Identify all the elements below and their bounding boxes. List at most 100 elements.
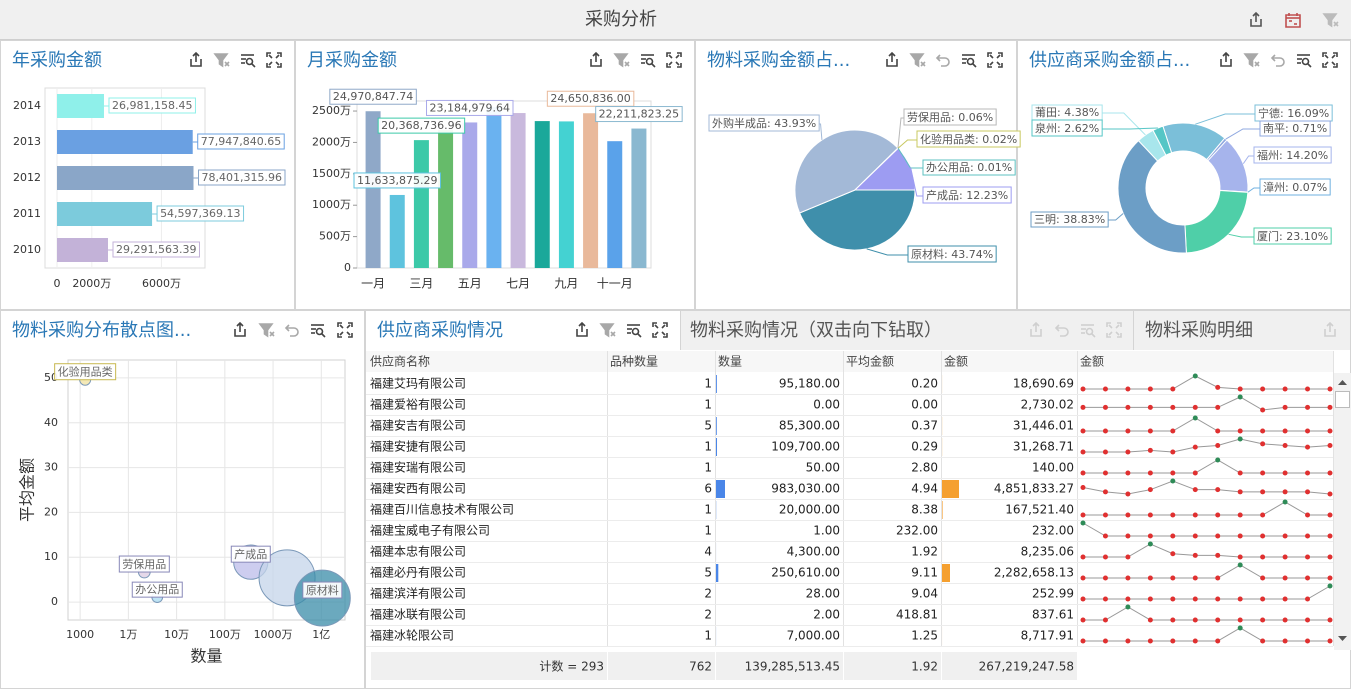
value-label: 24,650,836.00 <box>550 92 630 105</box>
tab[interactable]: 供应商采购情况 <box>377 320 503 341</box>
icon-full[interactable] <box>1106 322 1122 338</box>
icon-filter[interactable] <box>1243 53 1260 68</box>
icon-cal[interactable] <box>1285 13 1301 28</box>
icon-stroke <box>1243 53 1259 68</box>
cell: 232.00 <box>1032 524 1074 538</box>
icon-stroke <box>663 322 668 327</box>
sparkline-point <box>1125 512 1131 518</box>
sparkline <box>1083 375 1330 390</box>
icon-full[interactable] <box>987 52 1003 68</box>
x-tick-label: 1000万 <box>254 628 293 641</box>
icon-export[interactable] <box>234 321 246 337</box>
footer-cell <box>942 652 1077 680</box>
icon-filter[interactable] <box>1322 13 1339 28</box>
icon-filter[interactable] <box>213 53 230 68</box>
icon-export[interactable] <box>190 51 202 67</box>
icon-export[interactable] <box>1324 321 1336 337</box>
icon-full[interactable] <box>652 322 668 338</box>
icon-full[interactable] <box>337 322 353 338</box>
icon-stroke <box>236 321 244 327</box>
icon-filter[interactable] <box>258 323 275 338</box>
tab[interactable]: 物料采购情况（双击向下钻取） <box>690 320 942 341</box>
icon-undo[interactable] <box>935 54 950 67</box>
icon-search[interactable] <box>1297 54 1312 68</box>
sparkline-point <box>1305 575 1311 581</box>
icon-stroke <box>1117 333 1122 338</box>
icon-stroke <box>286 327 299 337</box>
sparkline-point <box>1080 404 1086 410</box>
value-label: 莆田: 4.38% <box>1035 106 1099 119</box>
cell: 31,268.71 <box>1013 440 1074 454</box>
panel-title: 供应商采购金额占... <box>1029 50 1190 71</box>
icon-filter[interactable] <box>613 53 630 68</box>
value-label: 23,184,979.64 <box>430 101 510 114</box>
sparkline-point <box>1147 470 1153 476</box>
icon-stroke <box>1030 329 1042 337</box>
icon-search[interactable] <box>641 54 656 68</box>
icon-full[interactable] <box>266 52 282 68</box>
icon-export[interactable] <box>1250 11 1262 27</box>
sparkline-point <box>1260 407 1266 413</box>
bar <box>631 128 647 268</box>
icon-stroke <box>337 333 342 338</box>
sparkline-point <box>1080 554 1086 560</box>
icon-stroke <box>1333 21 1339 27</box>
icon-stroke <box>1324 329 1336 337</box>
sparkline-point <box>1170 404 1176 410</box>
icon-stroke <box>1272 57 1285 67</box>
y-tick-label: 10 <box>44 550 58 563</box>
cell: 2.00 <box>813 608 840 622</box>
tab[interactable]: 物料采购明细 <box>1145 320 1253 341</box>
leader <box>866 248 908 256</box>
icon-undo[interactable] <box>1054 324 1069 337</box>
sparkline-point <box>1237 436 1243 442</box>
icon-stroke <box>966 57 975 66</box>
sparkline-point <box>1305 428 1311 434</box>
leader <box>897 139 917 149</box>
icon-stroke <box>213 53 229 68</box>
icon-export[interactable] <box>590 51 602 67</box>
y-axis-title: 平均金额 <box>18 458 37 522</box>
sparkline-point <box>1102 596 1108 602</box>
icon-export[interactable] <box>886 51 898 67</box>
sparkline-point <box>1215 512 1221 518</box>
icon-full[interactable] <box>1322 52 1338 68</box>
icon-search[interactable] <box>311 324 326 338</box>
icon-export[interactable] <box>1220 51 1232 67</box>
icon-stroke <box>268 61 273 66</box>
icon-stroke <box>1252 11 1260 17</box>
sparkline-point <box>1192 373 1198 379</box>
icon-stroke <box>1056 327 1069 337</box>
value-label: 三明: 38.83% <box>1034 213 1105 226</box>
y-tick-label: 1500万 <box>312 167 351 180</box>
icon-export[interactable] <box>1030 321 1042 337</box>
sparkline-point <box>1282 638 1288 644</box>
icon-stroke <box>1285 14 1301 28</box>
cell: 8.38 <box>911 503 938 517</box>
icon-filter[interactable] <box>599 323 616 338</box>
sparkline-point <box>1102 470 1108 476</box>
cell: 95,180.00 <box>779 377 840 391</box>
sparkline-point <box>1102 554 1108 560</box>
icon-search[interactable] <box>627 324 642 338</box>
icon-full[interactable] <box>666 52 682 68</box>
sparkline-point <box>1102 617 1108 623</box>
scroll-thumb[interactable] <box>1335 391 1350 408</box>
scroll-down[interactable] <box>1338 636 1347 641</box>
icon-search[interactable] <box>962 54 977 68</box>
sparkline <box>1083 417 1330 432</box>
icon-search[interactable] <box>1081 324 1096 338</box>
sparkline-point <box>1215 443 1221 448</box>
cell: 福建冰轮限公司 <box>370 628 454 643</box>
scroll-up[interactable] <box>1338 380 1347 385</box>
icon-undo[interactable] <box>284 324 299 337</box>
icon-filter[interactable] <box>909 53 926 68</box>
icon-export[interactable] <box>576 321 588 337</box>
icon-undo[interactable] <box>1270 54 1285 67</box>
sparkline <box>1082 522 1330 537</box>
icon-search[interactable] <box>241 54 256 68</box>
cell: 2,730.02 <box>1021 398 1074 412</box>
sparkline-point <box>1147 512 1153 518</box>
icon-stroke <box>1085 327 1094 336</box>
icon-stroke <box>987 52 992 57</box>
